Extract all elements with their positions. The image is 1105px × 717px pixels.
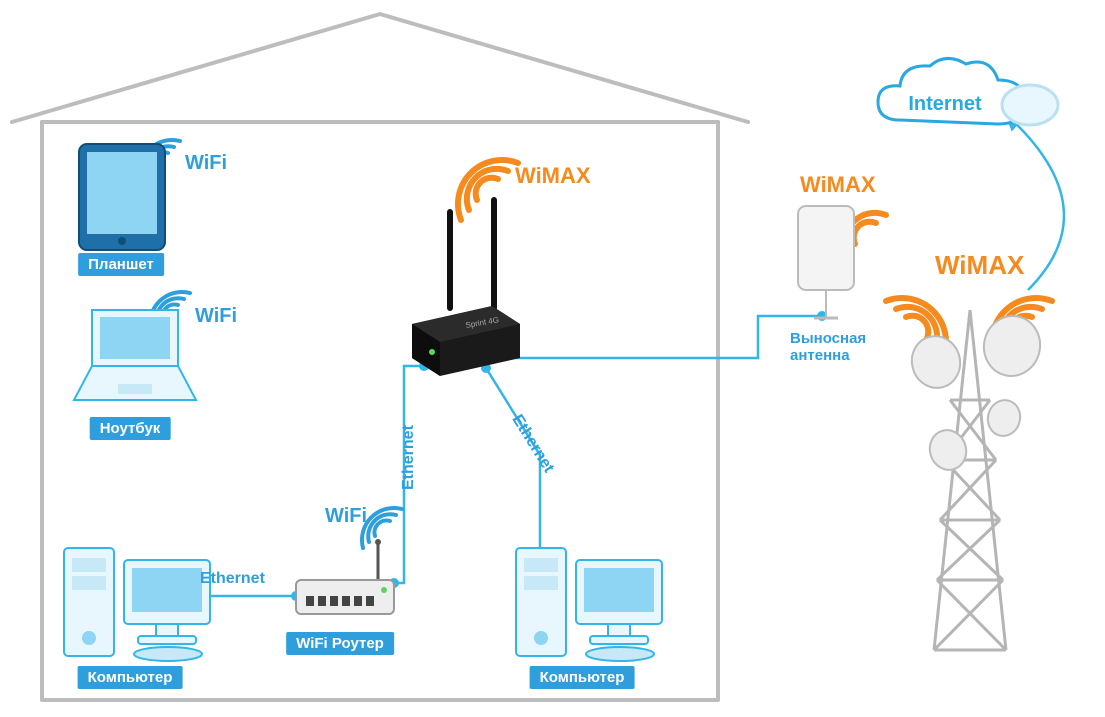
ext-antenna-label: Выноснаяантенна (790, 330, 866, 365)
tablet-icon (75, 140, 170, 255)
wifi-label-laptop: WiFi (195, 305, 237, 328)
ethernet-label-2: Ethernet (400, 425, 418, 490)
internet-label: Internet (908, 93, 982, 115)
diagram-stage: Internet Планшет Ноутбук Компьютер WiFi (0, 0, 1105, 717)
pc-right-icon (510, 530, 670, 665)
wifi-router-label: WiFi Роутер (286, 632, 394, 655)
main-router-icon: Sprint 4G (390, 200, 540, 380)
pc-right-label: Компьютер (530, 666, 635, 689)
tablet-label: Планшет (78, 253, 164, 276)
external-antenna-icon (790, 200, 870, 330)
pc-left-icon (58, 530, 218, 665)
cloud-icon: Internet (860, 50, 1080, 170)
wimax-label-main: WiMAX (515, 163, 591, 189)
wifi-label-router: WiFi (325, 505, 367, 528)
wimax-label-ext: WiMAX (800, 172, 876, 198)
laptop-label: Ноутбук (90, 417, 171, 440)
pc-left-label: Компьютер (78, 666, 183, 689)
cell-tower-icon (900, 290, 1070, 670)
laptop-icon (70, 300, 200, 410)
ethernet-label-1: Ethernet (200, 570, 265, 588)
wifi-label-tablet: WiFi (185, 152, 227, 175)
wimax-label-tower: WiMAX (935, 250, 1024, 281)
wifi-router-icon (290, 540, 400, 630)
